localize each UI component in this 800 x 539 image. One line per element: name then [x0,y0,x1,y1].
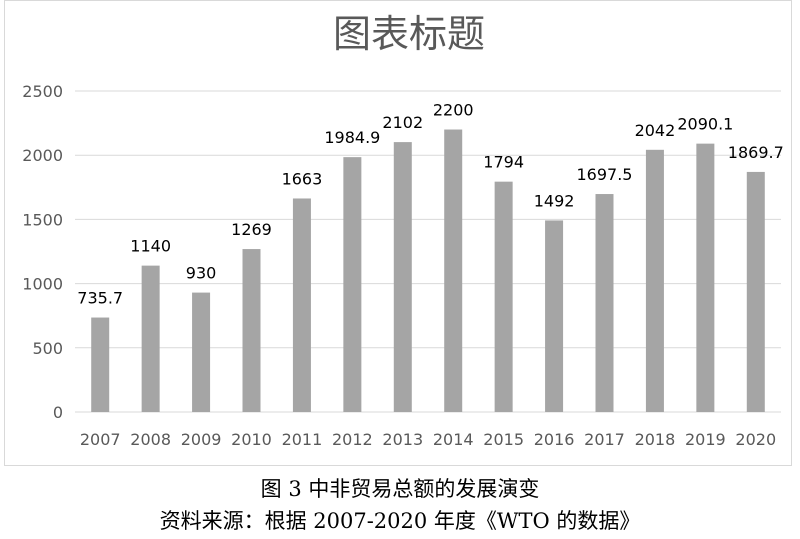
source-caption: 资料来源：根据 2007-2020 年度《WTO 的数据》 [159,509,641,533]
bar-2017 [595,194,614,412]
bar-2018 [645,149,664,413]
data-label: 1869.7 [728,143,784,162]
bar-2015 [494,181,513,412]
data-label: 2102 [382,113,423,132]
x-tick-label: 2010 [231,430,272,449]
x-tick-label: 2014 [433,430,474,449]
x-tick-label: 2015 [483,430,524,449]
data-label: 1140 [130,237,171,256]
y-tick-label: 500 [32,339,63,358]
bar-2008 [141,265,160,412]
bar-2014 [444,129,463,412]
bar-2010 [242,249,261,412]
x-tick-label: 2012 [332,430,373,449]
bar-2016 [545,220,564,412]
x-tick-label: 2008 [130,430,171,449]
data-label: 1492 [534,191,575,210]
data-label: 1697.5 [577,165,633,184]
data-label: 1984.9 [324,128,380,147]
bar-2013 [393,142,412,412]
bar-2019 [696,143,715,412]
x-tick-label: 2013 [382,430,423,449]
y-tick-label: 2500 [22,82,63,101]
y-tick-label: 2000 [22,146,63,165]
y-tick-label: 1000 [22,275,63,294]
x-tick-label: 2018 [635,430,676,449]
bars [91,129,765,413]
bar-2009 [192,292,211,412]
x-tick-label: 2016 [534,430,575,449]
y-tick-label: 1500 [22,210,63,229]
x-tick-label: 2009 [181,430,222,449]
bar-chart: 图表标题 0 500 1000 1500 2000 2500 735.7 1140 930 12… [22,12,783,449]
data-label: 735.7 [77,289,123,308]
data-label: 1663 [282,169,323,188]
x-tick-label: 2019 [685,430,726,449]
data-label: 1794 [483,153,524,172]
bar-2012 [343,157,362,412]
data-label: 1269 [231,220,272,239]
bar-2020 [746,171,765,412]
x-tick-label: 2017 [584,430,625,449]
data-label: 930 [186,264,217,283]
bar-2011 [292,198,311,412]
x-tick-label: 2020 [735,430,776,449]
x-tick-label: 2011 [282,430,323,449]
y-axis: 0 500 1000 1500 2000 2500 [22,82,63,422]
figure-caption: 图 3 中非贸易总额的发展演变 [260,477,540,501]
x-tick-label: 2007 [80,430,121,449]
x-axis: 2007 2008 2009 2010 2011 2012 2013 2014 2015 2016… [80,430,776,449]
data-label: 2042 [635,121,676,140]
data-label: 2200 [433,101,474,120]
chart-frame: 图表标题 0 500 1000 1500 2000 2500 735.7 1140 930 12… [4,0,792,466]
chart-title: 图表标题 [333,12,485,56]
y-tick-label: 0 [53,403,63,422]
data-label: 2090.1 [677,115,733,134]
bar-2007 [91,317,110,412]
